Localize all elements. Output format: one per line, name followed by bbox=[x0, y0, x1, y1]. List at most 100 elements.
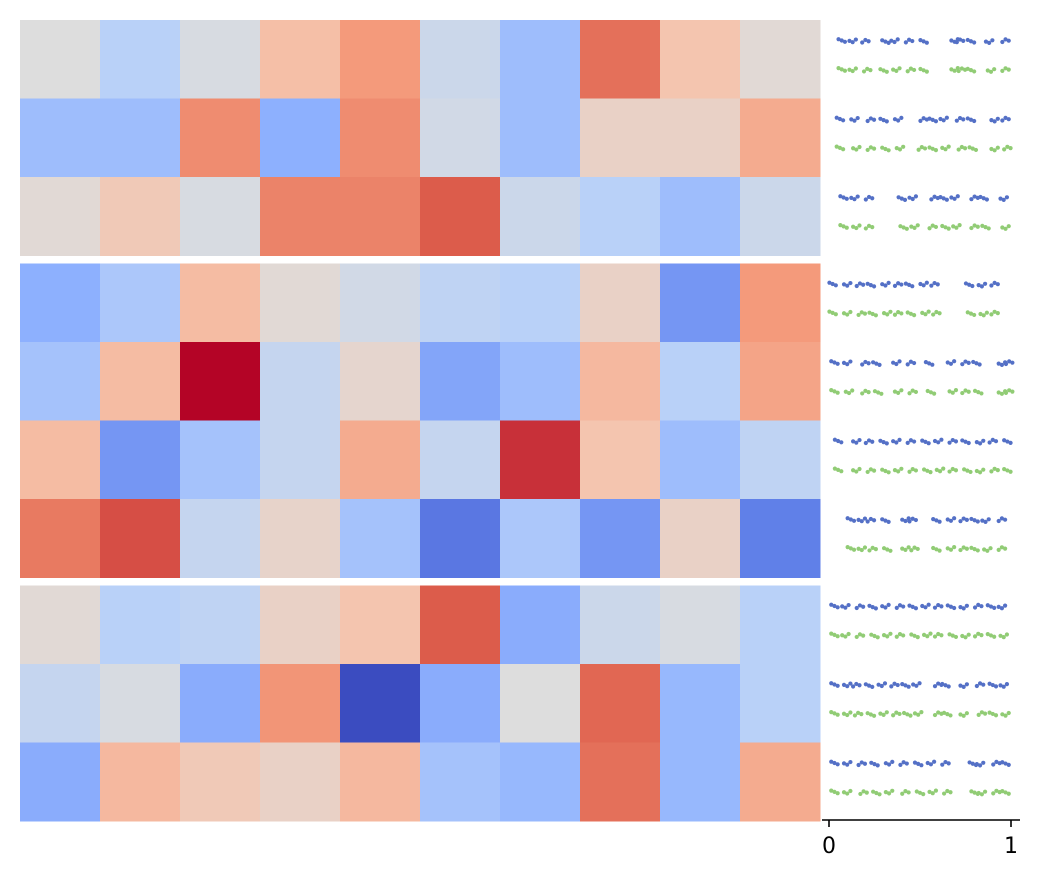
strip-point-series-1 bbox=[852, 118, 857, 123]
strip-point-series-2 bbox=[830, 310, 835, 316]
strip-point-series-1 bbox=[999, 516, 1005, 521]
strip-point-series-1 bbox=[926, 441, 931, 446]
strip-point-series-2 bbox=[958, 547, 963, 553]
strip-point-series-1 bbox=[979, 284, 984, 289]
strip-point-series-1 bbox=[889, 684, 894, 689]
strip-point-series-1 bbox=[936, 440, 941, 445]
strip-point-series-1 bbox=[963, 281, 969, 286]
strip-point-series-2 bbox=[829, 788, 834, 793]
strip-point-series-2 bbox=[977, 470, 983, 475]
strip-point-series-2 bbox=[946, 226, 951, 231]
strip-point-series-1 bbox=[912, 760, 918, 765]
heatmap-cell bbox=[20, 263, 101, 343]
strip-point-series-1 bbox=[1001, 684, 1006, 689]
heatmap-cell bbox=[420, 585, 501, 665]
strip-point-series-2 bbox=[880, 145, 885, 150]
strip-point-series-2 bbox=[888, 631, 893, 636]
strip-point-series-1 bbox=[878, 438, 883, 443]
strip-point-series-1 bbox=[865, 118, 870, 124]
strip-point-series-1 bbox=[920, 603, 925, 609]
heatmap-cell bbox=[500, 664, 581, 743]
strip-point-series-1 bbox=[910, 516, 915, 521]
strip-point-series-2 bbox=[960, 390, 965, 396]
strip-point-series-2 bbox=[851, 224, 856, 229]
strip-point-series-2 bbox=[879, 391, 884, 396]
strip-point-series-2 bbox=[897, 711, 902, 717]
strip-point-series-2 bbox=[927, 145, 932, 150]
heatmap-cell bbox=[660, 177, 741, 256]
heatmap-cell bbox=[340, 499, 421, 578]
strip-point-series-1 bbox=[832, 603, 837, 609]
strip-point-series-2 bbox=[965, 66, 970, 71]
strip-point-series-1 bbox=[901, 604, 906, 609]
heatmap-cell bbox=[260, 342, 341, 421]
strip-point-series-1 bbox=[862, 761, 868, 766]
strip-point-series-1 bbox=[944, 197, 949, 202]
strip-point-series-2 bbox=[839, 469, 844, 474]
strip-point-series-2 bbox=[905, 712, 910, 717]
strip-point-series-2 bbox=[991, 791, 996, 796]
heatmap-cell bbox=[340, 20, 421, 99]
strip-point-series-1 bbox=[896, 195, 901, 200]
heatmap-cell bbox=[660, 342, 741, 421]
strip-point-series-1 bbox=[964, 682, 969, 687]
strip-point-series-2 bbox=[919, 710, 924, 715]
strip-point-series-2 bbox=[890, 788, 895, 793]
strip-point-series-2 bbox=[906, 545, 911, 550]
strip-point-series-2 bbox=[992, 148, 997, 153]
strip-point-series-2 bbox=[932, 391, 937, 396]
strip-point-series-2 bbox=[853, 66, 858, 71]
heatmap-cell bbox=[260, 20, 341, 99]
strip-point-series-2 bbox=[909, 632, 914, 637]
strip-point-series-1 bbox=[908, 359, 914, 364]
strip-point-series-1 bbox=[1007, 359, 1012, 364]
strip-point-series-1 bbox=[849, 195, 854, 200]
strip-point-series-2 bbox=[864, 790, 869, 795]
strip-point-series-2 bbox=[932, 634, 938, 639]
strip-point-series-2 bbox=[870, 311, 875, 317]
strip-point-series-2 bbox=[905, 69, 910, 74]
strip-point-series-1 bbox=[857, 603, 863, 608]
strip-point-series-2 bbox=[854, 634, 859, 640]
strip-point-series-2 bbox=[960, 633, 965, 639]
strip-point-series-2 bbox=[875, 635, 880, 640]
strip-point-series-2 bbox=[930, 146, 935, 151]
strip-point-series-2 bbox=[856, 546, 861, 551]
strip-point-series-2 bbox=[870, 225, 875, 230]
strip-point-series-1 bbox=[971, 359, 976, 365]
strip-point-series-1 bbox=[840, 604, 845, 609]
strip-point-series-2 bbox=[871, 468, 877, 473]
strip-point-series-2 bbox=[956, 147, 961, 152]
strip-point-series-2 bbox=[867, 310, 872, 315]
strip-point-series-1 bbox=[939, 437, 944, 442]
strip-point-series-2 bbox=[854, 225, 859, 231]
strip-point-series-2 bbox=[993, 713, 999, 718]
strip-point-series-1 bbox=[860, 40, 865, 45]
strip-point-series-1 bbox=[974, 683, 979, 689]
strip-point-series-1 bbox=[974, 761, 979, 767]
strip-point-series-2 bbox=[972, 69, 977, 74]
strip-point-series-1 bbox=[992, 119, 997, 124]
strip-point-series-2 bbox=[931, 312, 936, 317]
strip-point-series-2 bbox=[987, 710, 992, 715]
heatmap-cell bbox=[260, 98, 341, 178]
strip-point-series-1 bbox=[1004, 682, 1010, 687]
strip-point-series-1 bbox=[968, 117, 974, 122]
strip-point-series-2 bbox=[953, 388, 959, 393]
strip-point-series-1 bbox=[841, 282, 847, 287]
strip-point-series-2 bbox=[872, 389, 878, 394]
heatmap-cell bbox=[580, 98, 661, 178]
strip-point-series-1 bbox=[932, 194, 937, 199]
strip-point-series-2 bbox=[841, 790, 847, 795]
heatmap-cell bbox=[740, 420, 821, 500]
strip-point-series-2 bbox=[966, 632, 971, 637]
strip-point-series-2 bbox=[851, 547, 857, 552]
strip-point-series-1 bbox=[1004, 195, 1010, 200]
strip-point-series-1 bbox=[832, 682, 837, 687]
strip-point-series-2 bbox=[933, 224, 939, 230]
strip-point-series-1 bbox=[1006, 117, 1011, 122]
strip-point-series-1 bbox=[901, 760, 906, 765]
strip-point-series-2 bbox=[982, 789, 988, 794]
strip-point-series-2 bbox=[914, 789, 919, 794]
strip-point-series-1 bbox=[830, 281, 835, 287]
